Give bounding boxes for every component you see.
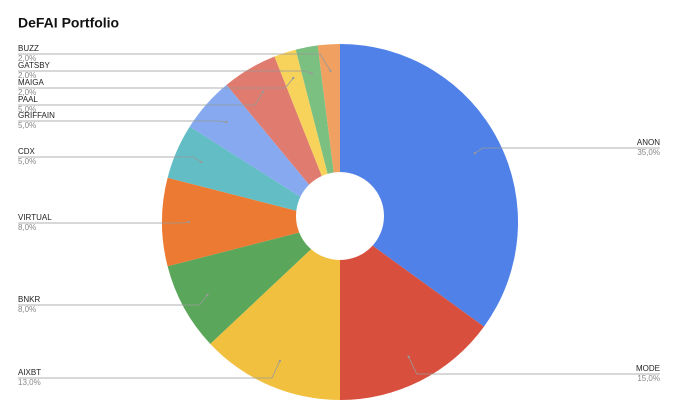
slice-label: VIRTUAL	[18, 213, 52, 222]
slice-value-label: 2,0%	[18, 71, 36, 80]
slice	[340, 44, 518, 327]
slice-label: BNKR	[18, 295, 40, 304]
slice-value-label: 5,0%	[18, 157, 36, 166]
leader-dot	[310, 72, 313, 75]
leader-line	[18, 70, 312, 74]
slice-label: BUZZ	[18, 44, 39, 53]
leader-line	[18, 53, 331, 72]
slice-value-label: 8,0%	[18, 305, 36, 314]
slice	[226, 56, 340, 222]
leader-line	[474, 147, 660, 154]
slice-value-label: 2,0%	[18, 88, 36, 97]
leader-line	[18, 221, 189, 224]
leader-dot	[187, 220, 190, 224]
leader-dot	[329, 69, 332, 73]
slice-label: PAAL	[18, 95, 38, 104]
leader-line	[18, 156, 202, 163]
slice-label: MAIGA	[18, 78, 44, 87]
slice	[189, 84, 340, 223]
leader-dot	[407, 355, 410, 359]
slice-label: AIXBT	[18, 368, 41, 377]
leader-line	[18, 294, 208, 306]
slice	[167, 222, 340, 344]
slice-label: GRIFFAIN	[18, 111, 55, 120]
slice	[340, 222, 485, 400]
leader-dot	[278, 359, 282, 363]
slice	[162, 177, 340, 267]
donut-hole	[296, 172, 384, 260]
slice-label: CDX	[18, 147, 36, 156]
slice	[167, 126, 340, 222]
leader-line	[18, 77, 294, 89]
slice-value-label: 5,0%	[18, 121, 36, 130]
chart-title: DeFAI Portfolio	[18, 15, 119, 31]
leader-line	[18, 360, 281, 379]
slice-label: MODE	[636, 364, 660, 373]
slice-label: ANON	[637, 138, 660, 147]
leader-dot	[225, 120, 228, 124]
leader-dot	[473, 152, 477, 155]
leader-dot	[199, 160, 203, 164]
slice	[210, 222, 340, 400]
slice-value-label: 2,0%	[18, 54, 36, 63]
slice-value-label: 5,0%	[18, 105, 36, 114]
leader-line	[408, 356, 660, 375]
leader-dot	[261, 90, 265, 93]
leader-dot	[206, 293, 209, 297]
leader-line	[18, 120, 227, 123]
slice-label: GATSBY	[18, 61, 51, 70]
slice-value-label: 13,0%	[18, 378, 41, 387]
leader-line	[18, 91, 264, 106]
slice-value-label: 15,0%	[637, 374, 660, 383]
leader-dot	[292, 76, 295, 80]
slice-value-label: 8,0%	[18, 223, 36, 232]
slice-value-label: 35,0%	[637, 148, 660, 157]
